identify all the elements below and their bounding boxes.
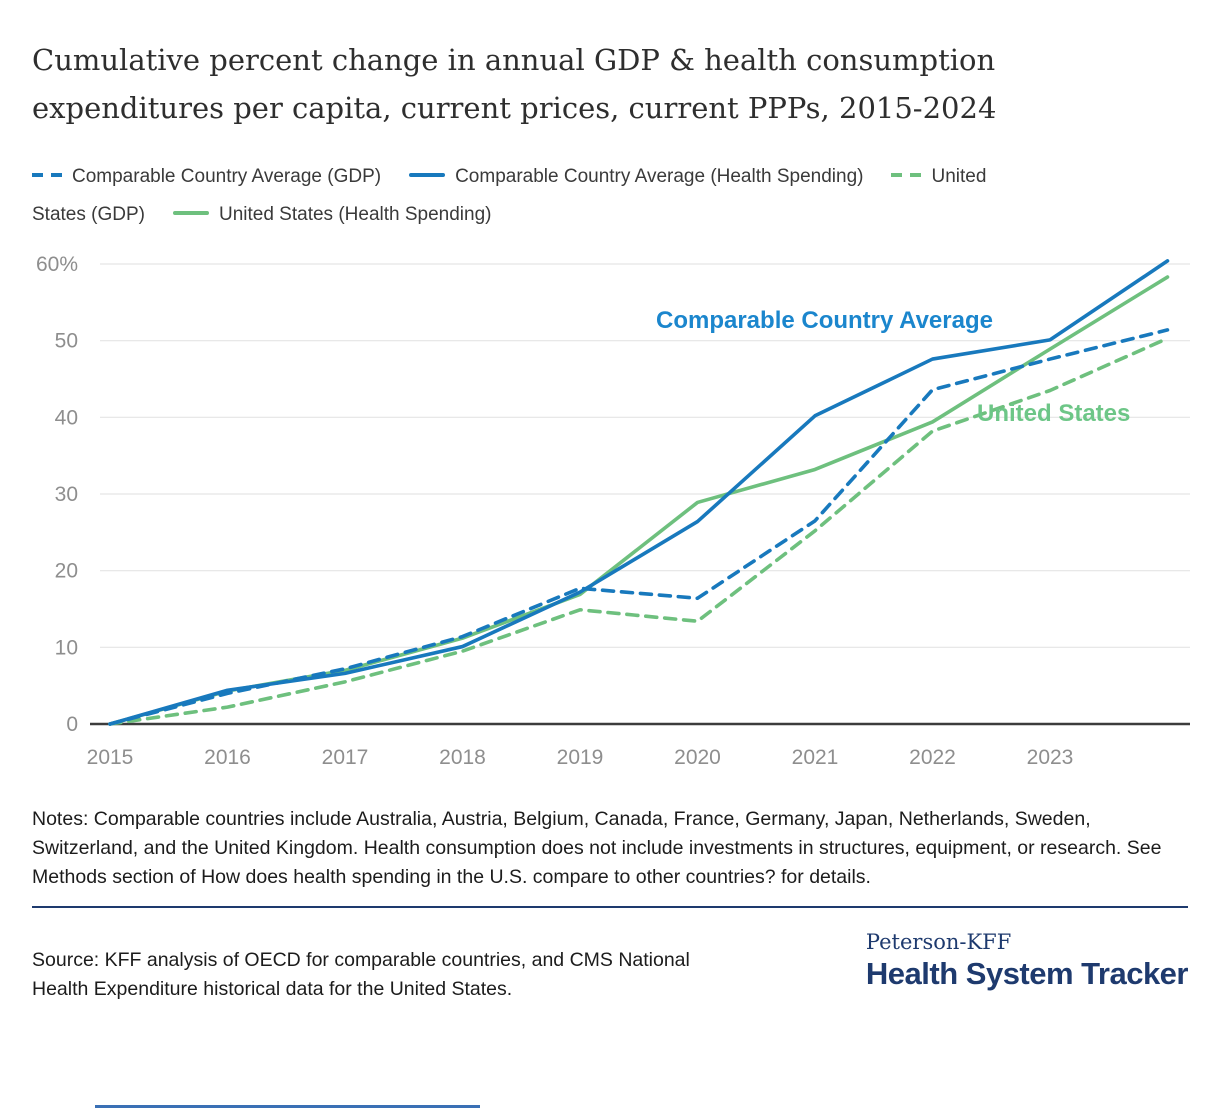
page-root: { "title": "Cumulative percent change in…	[0, 36, 1220, 1112]
legend-item-us_gdp[interactable]: United States (GDP)	[32, 166, 986, 225]
legend-label: United States (GDP)	[32, 166, 987, 225]
legend-item-cca_health[interactable]: Comparable Country Average (Health Spend…	[409, 166, 891, 187]
source-text: Source: KFF analysis of OECD for compara…	[32, 948, 690, 1000]
chart-title: Cumulative percent change in annual GDP …	[32, 43, 997, 125]
x-tick-label-2016: 2016	[204, 746, 251, 769]
annotation-comparable-country-average: Comparable Country Average	[656, 307, 993, 334]
legend-swatch-dashed-icon	[32, 172, 62, 177]
annotation-united-states: United States	[977, 400, 1131, 427]
x-tick-label-2017: 2017	[322, 746, 369, 769]
legend-item-cca_gdp[interactable]: Comparable Country Average (GDP)	[32, 166, 409, 187]
y-tick-label-30: 30	[55, 483, 78, 506]
x-tick-label-2015: 2015	[87, 746, 134, 769]
y-tick-label-0: 0	[66, 713, 78, 736]
logo-peterson-kff: Peterson-KFF	[865, 930, 1012, 954]
x-tick-label-2022: 2022	[909, 746, 956, 769]
legend-label: Comparable Country Average (GDP)	[72, 166, 382, 187]
logo-health-system-tracker: Health System Tracker	[865, 956, 1189, 991]
legend-swatch-solid-icon	[409, 172, 446, 177]
y-tick-label-50: 50	[55, 330, 78, 353]
series-line-us_health	[108, 275, 1170, 726]
series-line-cca_health	[108, 259, 1170, 726]
legend-swatch-dashed-icon	[891, 172, 922, 177]
y-tick-label-20: 20	[55, 560, 78, 583]
chart-canvas: 0 10 20 30 40 50 60% 2015 2016 2017 2018 2019 2020 20…	[36, 253, 1190, 769]
series-line-us_gdp	[108, 336, 1170, 726]
y-tick-label-60%: 60%	[36, 253, 78, 276]
notes-text: Notes: Comparable countries include Aust…	[32, 808, 1162, 888]
line-chart: 0 10 20 30 40 50 60% 2015 2016 2017 2018 2019 2020 20…	[0, 244, 1220, 779]
x-tick-label-2019: 2019	[557, 746, 604, 769]
brand-logo: Peterson-KFF Health System Tracker	[865, 926, 1189, 992]
chart-legend: Comparable Country Average (GDP) Comparab…	[32, 158, 1037, 234]
series-line-cca_gdp	[108, 328, 1170, 726]
legend-label: Comparable Country Average (Health Spend…	[455, 166, 864, 187]
x-tick-label-2020: 2020	[674, 746, 721, 769]
legend-swatch-solid-icon	[172, 210, 209, 215]
bottom-partial-rule	[95, 1105, 480, 1108]
y-tick-label-40: 40	[55, 406, 78, 429]
x-tick-label-2023: 2023	[1027, 746, 1074, 769]
divider-rule	[32, 906, 1188, 908]
legend-item-us_health[interactable]: United States (Health Spending)	[172, 204, 520, 225]
y-tick-label-10: 10	[55, 636, 78, 659]
footer: Source: KFF analysis of OECD for compara…	[32, 926, 1189, 1023]
x-tick-label-2018: 2018	[439, 746, 486, 769]
legend-label: United States (Health Spending)	[218, 204, 492, 225]
x-tick-label-2021: 2021	[792, 746, 839, 769]
